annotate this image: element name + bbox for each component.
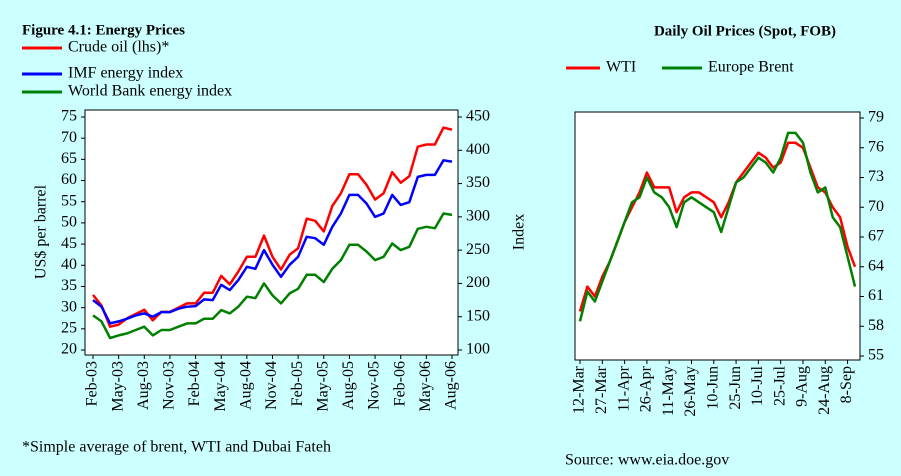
y-tick-label: 76 [868,138,884,155]
y-tick-label: 79 [868,109,884,126]
y-axis-label: US$ per barrel [33,184,50,279]
y-tick-label: 45 [61,235,77,252]
y2-tick-label: 400 [466,141,490,158]
y-tick-label: 65 [61,150,77,167]
x-tick-label: 8-Sep [838,366,855,403]
y-tick-label: 40 [61,256,77,273]
y-tick-label: 75 [61,108,77,125]
x-tick-label: 10-Jul [749,365,766,406]
y-tick-label: 55 [61,192,77,209]
x-tick-label: May-04 [212,361,229,412]
legend-label: Europe Brent [708,59,794,76]
x-tick-label: May-03 [109,361,126,412]
y-tick-label: 64 [868,257,884,274]
y2-tick-label: 350 [466,174,490,191]
legend-label: WTI [606,59,636,76]
y-tick-label: 58 [868,317,884,334]
series-line [92,159,453,325]
y-tick-label: 25 [61,319,77,336]
chart-title: Daily Oil Prices (Spot, FOB) [654,23,836,39]
plot-area [574,111,861,361]
x-tick-label: 12-Mar [571,365,588,414]
y-tick-label: 50 [61,214,77,231]
legend-label: World Bank energy index [68,83,232,100]
y-tick-label: 35 [61,277,77,294]
y2-tick-label: 450 [466,108,490,125]
series-line [92,126,453,328]
x-tick-label: 11-Apr [615,365,632,411]
y-tick-label: 70 [61,129,77,146]
legend-label: IMF energy index [68,65,183,82]
x-tick-label: Aug-03 [135,361,152,410]
x-tick-label: May-05 [314,361,331,412]
x-tick-label: 9-Aug [794,366,811,407]
y-tick-label: 60 [61,171,77,188]
x-tick-label: Nov-04 [263,361,280,410]
chart-title: Figure 4.1: Energy Prices [22,22,185,38]
x-tick-label: 25-Jun [727,366,744,410]
x-tick-label: 24-Aug [816,366,833,415]
y2-tick-label: 250 [466,241,490,258]
y2-tick-label: 100 [466,341,490,358]
x-tick-label: 25-Jul [771,365,788,406]
y-tick-label: 55 [868,347,884,364]
y-tick-label: 20 [61,341,77,358]
x-tick-label: Nov-05 [366,361,383,410]
y-tick-label: 30 [61,298,77,315]
x-tick-label: Feb-04 [186,361,203,406]
x-tick-label: Aug-06 [443,361,460,410]
x-tick-label: Feb-05 [289,361,306,406]
x-tick-label: Aug-05 [340,361,357,410]
x-tick-label: Aug-04 [238,361,255,410]
plot-area [84,109,459,356]
y2-tick-label: 150 [466,307,490,324]
y-tick-label: 61 [868,287,884,304]
y2-axis-label: Index [511,214,528,250]
legend-label: Crude oil (lhs)* [68,39,169,56]
y-tick-label: 70 [868,198,884,215]
x-tick-label: 10-Jun [704,366,721,410]
y-tick-label: 67 [868,228,884,245]
footnote: *Simple average of brent, WTI and Dubai … [22,439,331,456]
x-tick-label: May-06 [417,361,434,412]
x-tick-label: 11-May [660,366,677,416]
x-tick-label: Feb-03 [84,361,101,406]
series-line [92,212,453,340]
x-tick-label: 26-May [682,366,699,417]
y2-tick-label: 200 [466,274,490,291]
footnote: Source: www.eia.doe.gov [565,452,729,469]
x-tick-label: Nov-03 [161,361,178,410]
series-line [578,131,857,322]
x-tick-label: 26-Apr [638,365,655,412]
y-tick-label: 73 [868,168,884,185]
x-tick-label: Feb-06 [391,361,408,406]
y2-tick-label: 300 [466,208,490,225]
x-tick-label: 27-Mar [593,365,610,414]
